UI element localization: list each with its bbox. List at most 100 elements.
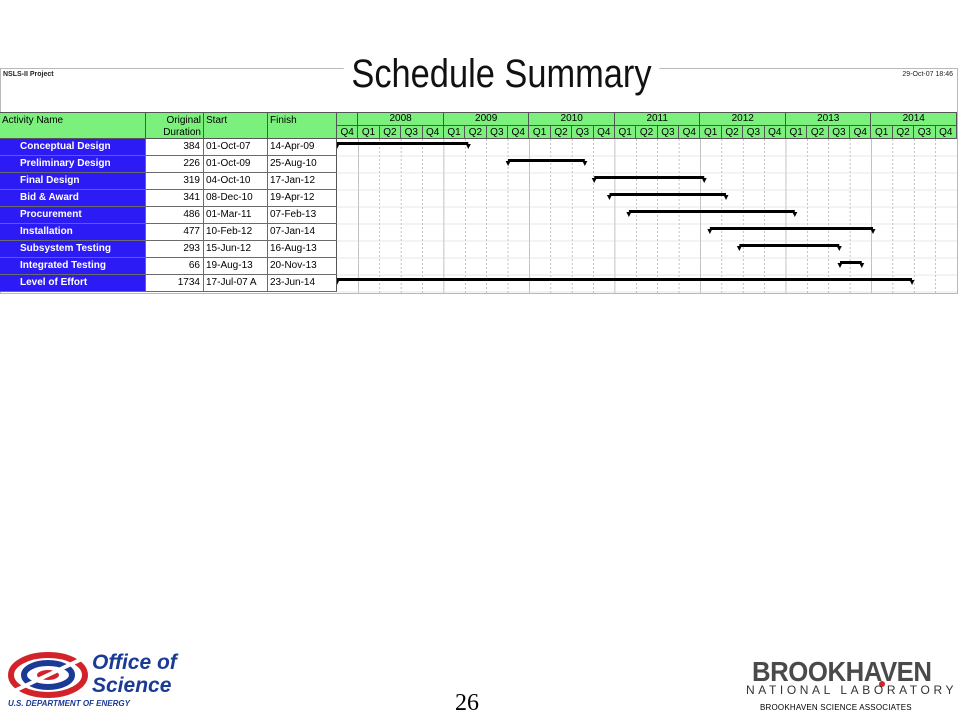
gantt-bar: [837, 261, 865, 268]
slide-title: Schedule Summary: [343, 46, 660, 102]
activity-finish: 14-Apr-09: [268, 139, 337, 155]
table-row: Final Design 319 04-Oct-10 17-Jan-12: [0, 173, 337, 190]
project-name: NSLS-II Project: [3, 71, 54, 78]
national-laboratory-label: NATIONAL LABORATORY: [746, 683, 958, 697]
quarter-label: Q2: [722, 126, 744, 139]
activity-finish: 20-Nov-13: [268, 258, 337, 274]
activity-duration: 66: [146, 258, 204, 274]
activity-start: 10-Feb-12: [204, 224, 268, 240]
activity-finish: 17-Jan-12: [268, 173, 337, 189]
year-label: 2011: [614, 113, 701, 126]
activity-start: 17-Jul-07 A: [204, 275, 268, 291]
quarter-label: Q4: [337, 126, 359, 139]
activity-start: 01-Mar-11: [204, 207, 268, 223]
activity-start: 01-Oct-09: [204, 156, 268, 172]
activity-duration: 486: [146, 207, 204, 223]
quarter-label: Q4: [936, 126, 957, 139]
table-header: Activity Name Original Duration Start Fi…: [0, 112, 337, 140]
header-original-duration: Original Duration: [146, 113, 204, 140]
table-row: Integrated Testing 66 19-Aug-13 20-Nov-1…: [0, 258, 337, 275]
quarter-label: Q4: [594, 126, 615, 139]
timeline-header: 2008 2009 2010 2011 2012 2013 2014 Q4 Q1 Q2 Q3 Q4 Q1…: [337, 112, 958, 139]
activity-name: Procurement: [0, 207, 146, 223]
quarter-label: Q2: [380, 126, 402, 139]
activity-name: Level of Effort: [0, 275, 146, 291]
quarter-label: Q1: [444, 126, 466, 139]
activity-duration: 341: [146, 190, 204, 206]
activity-name: Preliminary Design: [0, 156, 146, 172]
quarter-label: Q1: [872, 126, 893, 139]
atom-dot-icon: [879, 681, 885, 687]
gantt-bar: [337, 142, 471, 149]
activity-start: 08-Dec-10: [204, 190, 268, 206]
activity-duration: 1734: [146, 275, 204, 291]
gantt-bar: [505, 159, 588, 166]
year-label: 2009: [443, 113, 530, 126]
activity-name: Subsystem Testing: [0, 241, 146, 257]
quarter-label: Q3: [401, 126, 423, 139]
header-finish: Finish: [268, 113, 337, 140]
quarter-label: Q1: [529, 126, 551, 139]
activity-finish: 16-Aug-13: [268, 241, 337, 257]
activity-start: 04-Oct-10: [204, 173, 268, 189]
activity-name: Integrated Testing: [0, 258, 146, 274]
quarter-label: Q4: [850, 126, 872, 139]
quarter-label: Q2: [636, 126, 658, 139]
activity-finish: 25-Aug-10: [268, 156, 337, 172]
gantt-bar: [337, 278, 915, 285]
activity-duration: 226: [146, 156, 204, 172]
activity-finish: 07-Feb-13: [268, 207, 337, 223]
table-row: Installation 477 10-Feb-12 07-Jan-14: [0, 224, 337, 241]
activity-table: Conceptual Design 384 01-Oct-07 14-Apr-0…: [0, 139, 337, 292]
year-label: 2012: [700, 113, 786, 126]
office-of-science-line2: Science: [92, 674, 172, 697]
report-timestamp: 29-Oct-07 18:46: [902, 71, 953, 78]
year-label: 2008: [358, 113, 444, 126]
activity-duration: 477: [146, 224, 204, 240]
quarter-label: Q4: [508, 126, 530, 139]
brookhaven-wordmark: BROOKHAVEN: [752, 656, 932, 687]
office-of-science-line1: Office of: [92, 651, 177, 674]
activity-duration: 293: [146, 241, 204, 257]
header-activity-name: Activity Name: [0, 113, 146, 140]
quarter-label: Q4: [423, 126, 444, 139]
table-row: Level of Effort 1734 17-Jul-07 A 23-Jun-…: [0, 275, 337, 292]
gantt-bar: [736, 244, 842, 251]
header-duration-line1: Original: [166, 115, 201, 126]
year-cell-blank: [337, 113, 359, 126]
activity-name: Installation: [0, 224, 146, 240]
year-label: 2010: [529, 113, 615, 126]
table-row: Conceptual Design 384 01-Oct-07 14-Apr-0…: [0, 139, 337, 156]
activity-finish: 07-Jan-14: [268, 224, 337, 240]
gantt-bar: [591, 176, 707, 183]
doe-label: U.S. DEPARTMENT OF ENERGY: [8, 699, 130, 708]
quarter-label: Q2: [893, 126, 915, 139]
office-of-science-logo: [8, 652, 88, 698]
activity-name: Conceptual Design: [0, 139, 146, 155]
quarter-label: Q2: [807, 126, 829, 139]
table-row: Preliminary Design 226 01-Oct-09 25-Aug-…: [0, 156, 337, 173]
quarter-label: Q3: [572, 126, 594, 139]
quarter-label: Q2: [465, 126, 487, 139]
quarter-label: Q1: [615, 126, 637, 139]
header-duration-line2: Duration: [163, 127, 201, 138]
quarter-label: Q3: [487, 126, 509, 139]
activity-duration: 384: [146, 139, 204, 155]
page-number: 26: [455, 690, 479, 716]
quarter-label: Q1: [700, 126, 722, 139]
gantt-chart: [337, 139, 957, 293]
gantt-bar: [626, 210, 798, 217]
activity-duration: 319: [146, 173, 204, 189]
activity-start: 19-Aug-13: [204, 258, 268, 274]
activity-finish: 23-Jun-14: [268, 275, 337, 291]
quarter-label: Q3: [658, 126, 680, 139]
gantt-bar: [707, 227, 876, 234]
header-start: Start: [204, 113, 268, 140]
table-row: Bid & Award 341 08-Dec-10 19-Apr-12: [0, 190, 337, 207]
quarter-label: Q1: [786, 126, 808, 139]
gantt-bar: [606, 193, 729, 200]
year-label: 2014: [871, 113, 958, 126]
quarter-label: Q2: [551, 126, 573, 139]
table-row: Subsystem Testing 293 15-Jun-12 16-Aug-1…: [0, 241, 337, 258]
quarter-label: Q4: [679, 126, 701, 139]
